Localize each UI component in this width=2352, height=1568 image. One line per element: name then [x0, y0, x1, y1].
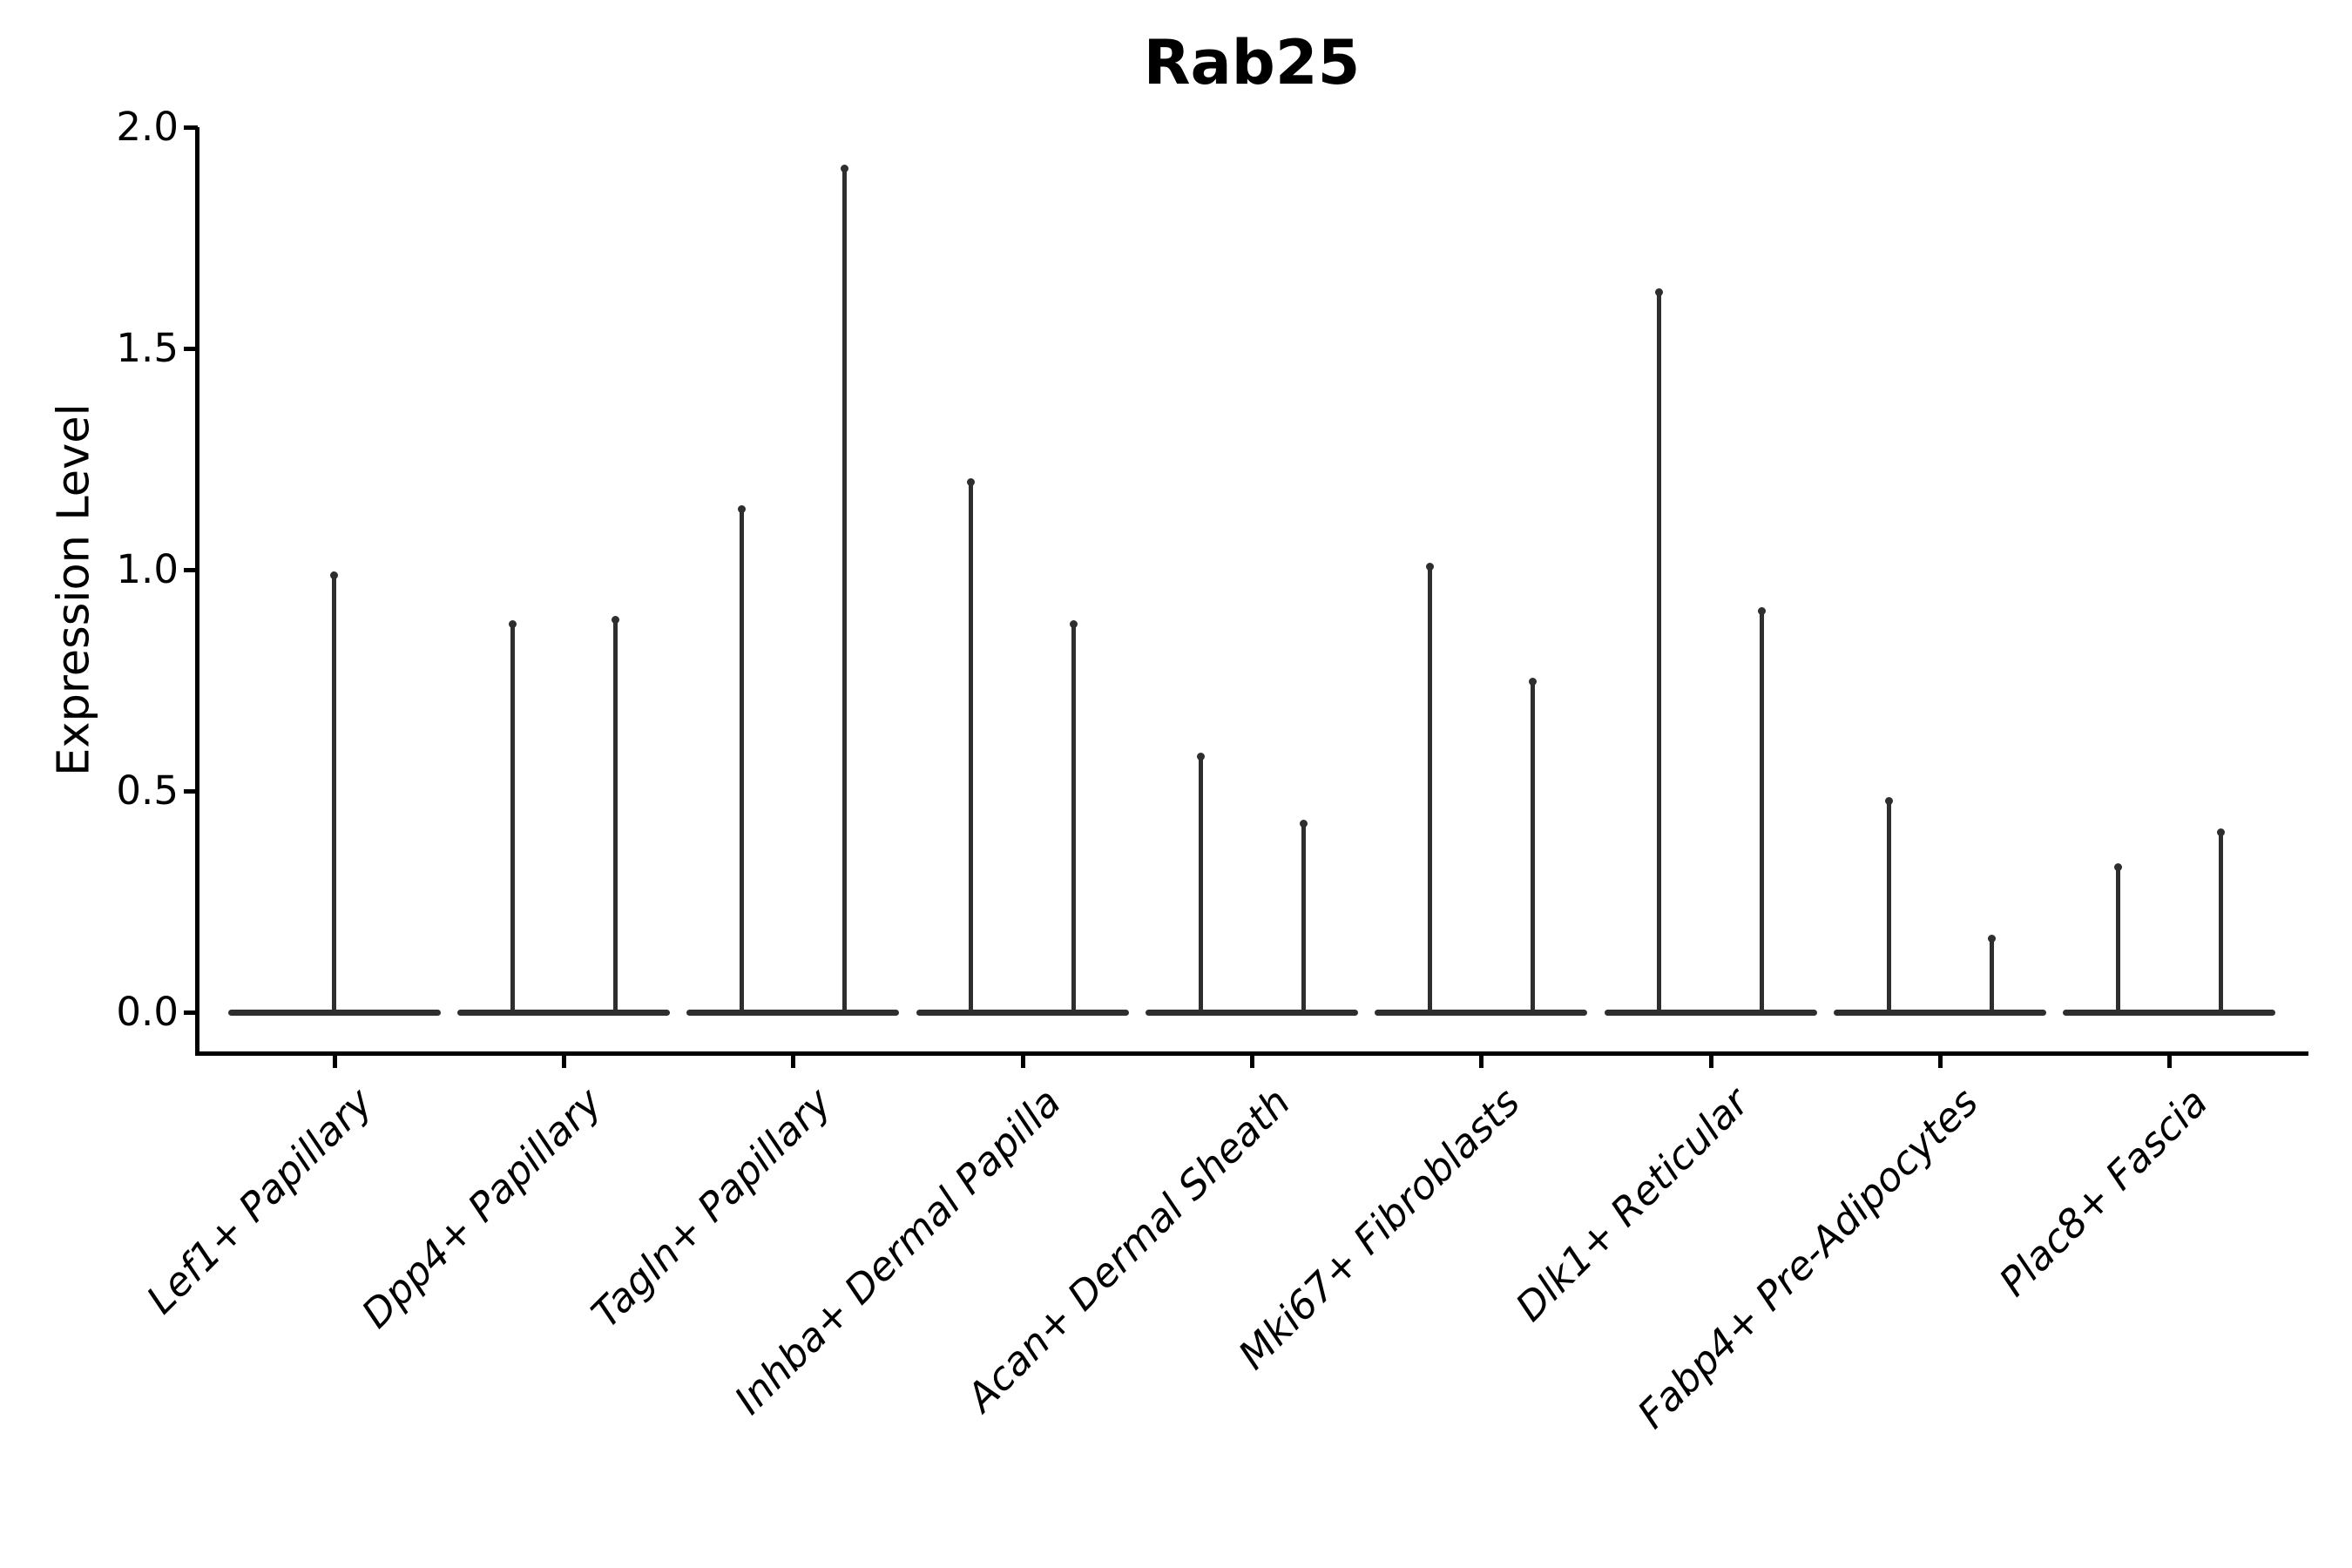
y-tick-label: 0.5 [116, 767, 179, 814]
x-tick-label: Tagln+ Papillary [582, 1078, 841, 1337]
violin-spike [1989, 936, 1994, 1015]
violin-spike-cap [1884, 797, 1893, 806]
violin-base [1834, 1010, 2046, 1016]
y-tick-label: 0.0 [116, 989, 179, 1035]
x-tick [1020, 1053, 1025, 1068]
y-tick [184, 125, 198, 130]
violin-spike-cap [1070, 619, 1078, 628]
violin-spike-cap [508, 619, 517, 628]
y-tick-label: 2.0 [116, 104, 179, 150]
violin-spike [612, 618, 618, 1015]
violin-spike [2218, 830, 2223, 1015]
x-tick-label: Dpp4+ Papillary [352, 1078, 612, 1337]
x-tick-label: Lef1+ Papillary [137, 1078, 382, 1323]
violin-spike-cap [1196, 753, 1205, 761]
violin-spike [1530, 680, 1535, 1015]
violin-spike-cap [840, 164, 848, 172]
violin-spike [1886, 800, 1891, 1015]
violin-spike [2115, 866, 2120, 1015]
violin-spike [1760, 609, 1765, 1015]
x-tick [1938, 1053, 1943, 1068]
violin-base [1146, 1010, 1358, 1016]
x-tick [2167, 1053, 2173, 1068]
x-tick [791, 1053, 796, 1068]
violin-base [1604, 1010, 1817, 1016]
x-tick-label: Dlk1+ Reticular [1506, 1078, 1758, 1330]
violin-spike-cap [330, 571, 339, 580]
y-tick [184, 568, 198, 572]
violin-spike-cap [1655, 287, 1664, 296]
violin-spike [1427, 564, 1432, 1015]
y-tick [184, 1010, 198, 1015]
x-tick [562, 1053, 566, 1068]
violin-spike-cap [1758, 606, 1767, 615]
x-tick [1479, 1053, 1484, 1068]
y-tick [184, 347, 198, 351]
violin-spike-cap [1987, 934, 1996, 943]
x-tick [1708, 1053, 1713, 1068]
chart-title: Rab25 [1143, 27, 1361, 98]
x-tick-label: Plac8+ Fascia [1990, 1078, 2217, 1306]
violin-spike [1301, 821, 1306, 1015]
violin-spike [969, 481, 974, 1015]
violin-base [686, 1010, 900, 1016]
x-tick [1250, 1053, 1254, 1068]
violin-base [2063, 1010, 2276, 1016]
x-tick [332, 1053, 337, 1068]
violin-base [1375, 1010, 1588, 1016]
y-tick-label: 1.5 [116, 325, 179, 371]
violin-base [916, 1010, 1129, 1016]
violin-spike-cap [1299, 819, 1308, 828]
violin-spike [1657, 290, 1662, 1015]
violin-spike [1198, 755, 1203, 1015]
y-axis-spine [195, 127, 199, 1056]
violin-spike [739, 507, 744, 1015]
violin-spike-cap [1425, 562, 1434, 571]
y-tick-label: 1.0 [116, 546, 179, 592]
violin-spike [841, 166, 847, 1015]
violin-spike [1071, 622, 1077, 1015]
violin-spike-cap [2113, 863, 2122, 872]
violin-spike-cap [611, 615, 619, 624]
violin-spike-cap [2216, 828, 2225, 836]
violin-spike-cap [1528, 678, 1537, 686]
violin-spike-cap [967, 478, 976, 487]
violin-spike [510, 622, 515, 1015]
violin-spike [332, 574, 337, 1015]
violin-spike-cap [737, 504, 746, 513]
y-tick [184, 789, 198, 794]
violin-base [457, 1010, 670, 1016]
